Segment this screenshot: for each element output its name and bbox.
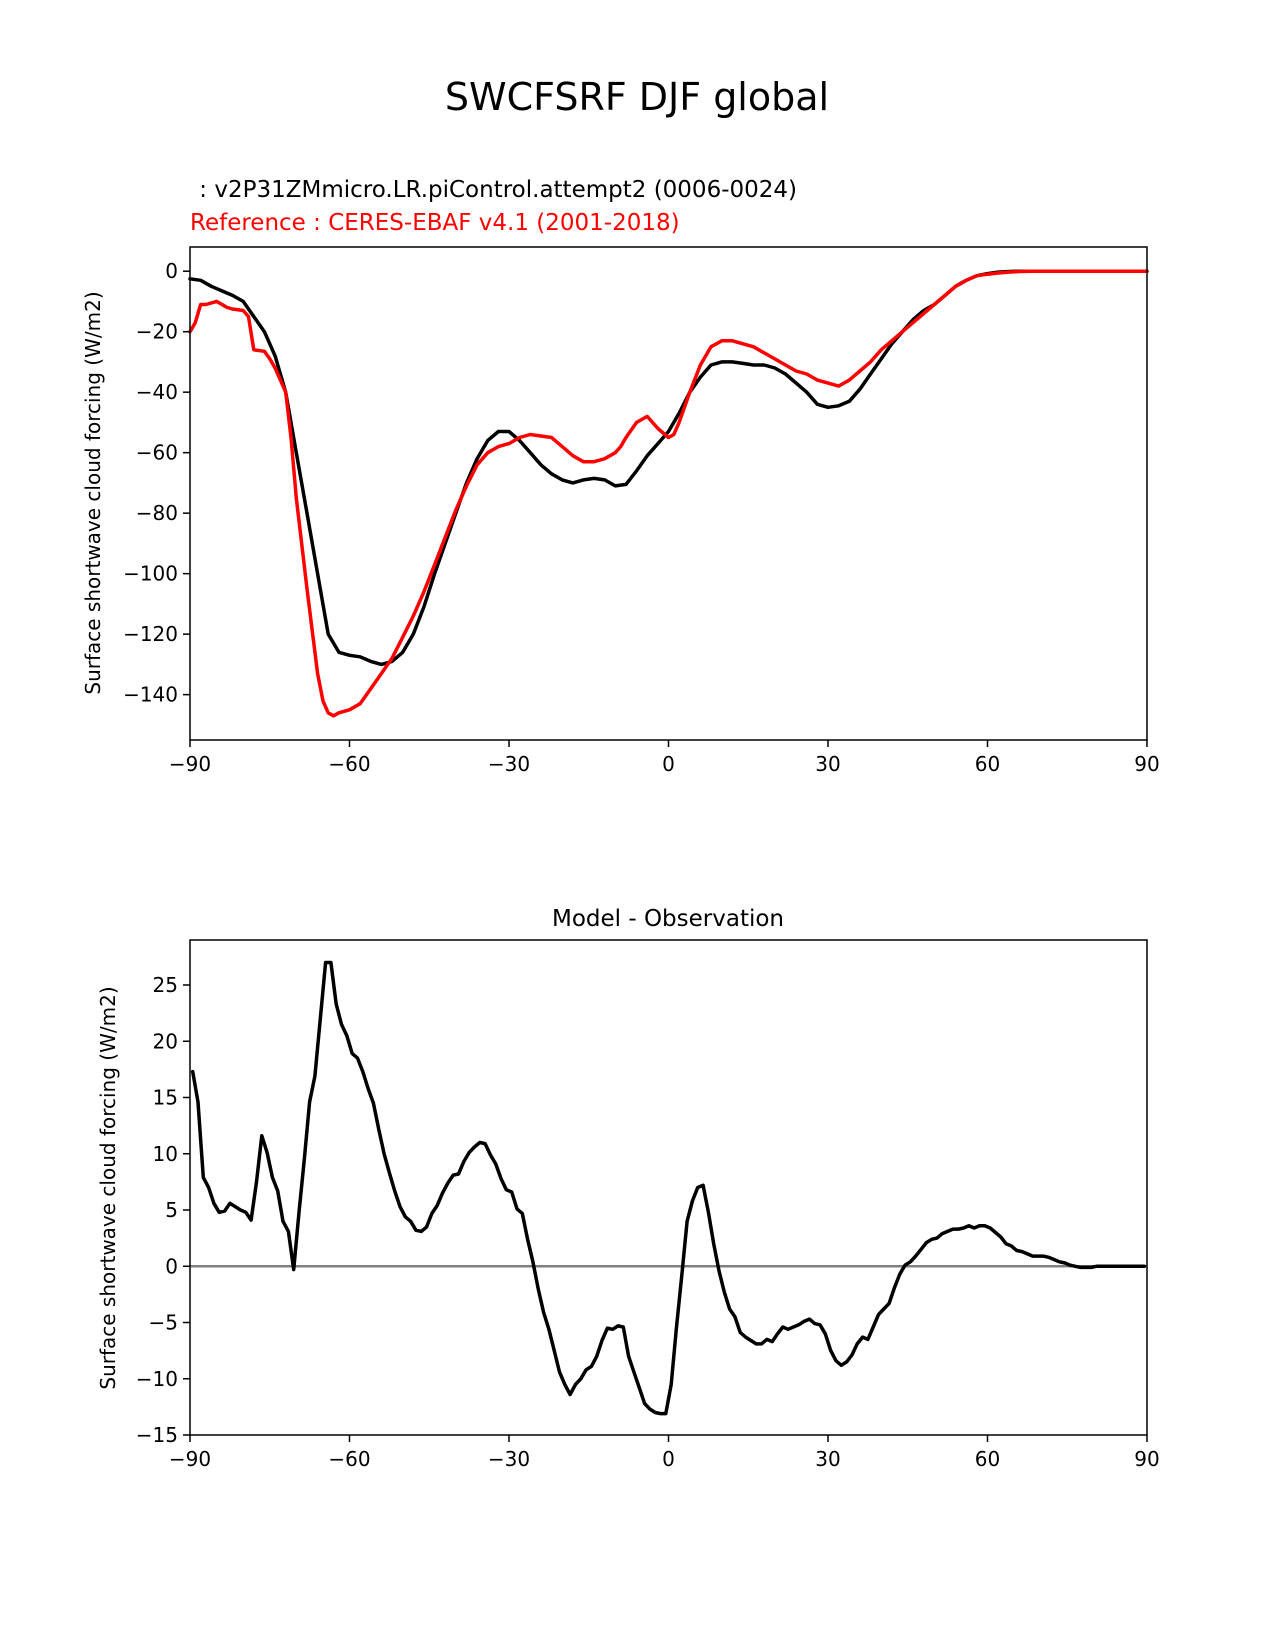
top-ytick-label: −20 <box>136 320 178 344</box>
bottom-ytick-label: 25 <box>153 973 178 997</box>
bottom-xtick-label: 60 <box>975 1447 1000 1471</box>
legend-test-label: : v2P31ZMmicro.LR.piControl.attempt2 (00… <box>192 177 797 203</box>
top-ytick-label: 0 <box>165 259 178 283</box>
bottom-xtick-label: −30 <box>488 1447 530 1471</box>
bottom-series-difference-line <box>190 960 1147 1416</box>
top-ytick-label: −120 <box>123 622 178 646</box>
bottom-ytick-label: −10 <box>136 1367 178 1391</box>
bottom-ytick-label: 15 <box>153 1086 178 1110</box>
bottom-ytick-label: 5 <box>165 1198 178 1222</box>
bottom-xtick-label: −90 <box>169 1447 211 1471</box>
top-ylabel: Surface shortwave cloud forcing (W/m2) <box>81 291 105 694</box>
figure-title: SWCFSRF DJF global <box>445 75 829 119</box>
bottom-ytick-label: 20 <box>153 1029 178 1053</box>
bottom-xtick-label: 30 <box>815 1447 840 1471</box>
legend-reference-label: Reference : CERES-EBAF v4.1 (2001-2018) <box>190 210 680 236</box>
top-ytick-label: −100 <box>123 562 178 586</box>
top-xtick-label: −90 <box>169 752 211 776</box>
bottom-ytick-label: −15 <box>136 1423 178 1447</box>
top-xtick-label: 60 <box>975 752 1000 776</box>
top-series-reference-line <box>188 269 1149 718</box>
bottom-ytick-label: 10 <box>153 1142 178 1166</box>
top-ytick-label: −60 <box>136 441 178 465</box>
top-xtick-label: 0 <box>662 752 675 776</box>
bottom-ytick-label: 0 <box>165 1254 178 1278</box>
top-xtick-label: 90 <box>1134 752 1159 776</box>
top-ytick-label: −140 <box>123 683 178 707</box>
top-panel-frame <box>189 246 1148 741</box>
top-xtick-label: −60 <box>328 752 370 776</box>
top-panel: −90 −60 −30 0 30 60 90 0 −20 −40 −60 −80 −100 −120 −1… <box>81 246 1160 776</box>
bottom-panel-frame <box>189 939 1148 1436</box>
bottom-xtick-label: 90 <box>1134 1447 1159 1471</box>
bottom-ylabel: Surface shortwave cloud forcing (W/m2) <box>96 986 120 1389</box>
bottom-ytick-label: −5 <box>149 1311 178 1335</box>
top-series-test-line <box>188 269 1149 667</box>
bottom-xtick-label: −60 <box>328 1447 370 1471</box>
top-ytick-label: −40 <box>136 380 178 404</box>
top-xtick-label: 30 <box>815 752 840 776</box>
top-xtick-label: −30 <box>488 752 530 776</box>
bottom-xtick-label: 0 <box>662 1447 675 1471</box>
bottom-title: Model - Observation <box>552 906 784 932</box>
top-ytick-label: −80 <box>136 501 178 525</box>
bottom-panel: Model - Observation −90 −60 −30 0 30 60 90 25 2… <box>96 906 1160 1471</box>
